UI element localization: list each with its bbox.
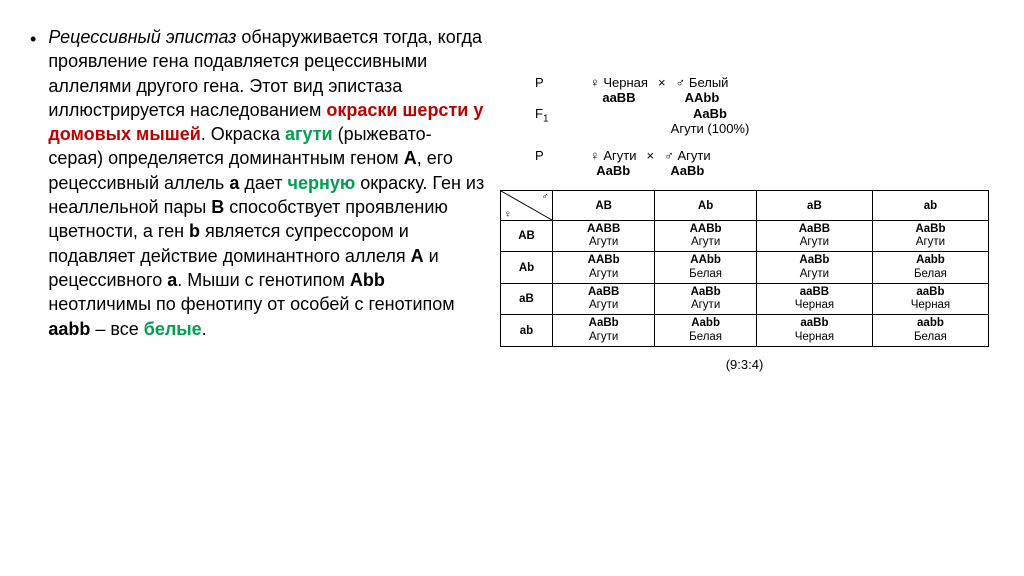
male-icon: ♂ <box>664 148 674 163</box>
cross1-parents: P ♀ Черная aaBB × ♂ Белый AAbb <box>535 75 989 105</box>
text-column: • Рецессивный эпистаз обнаруживается тог… <box>20 20 500 556</box>
phenotype-ratio: (9:3:4) <box>500 357 989 372</box>
cross-2: P ♀ Агути AaBb × ♂ Агути AaBb <box>535 148 989 178</box>
female-parent-2: ♀ Агути AaBb <box>590 148 637 178</box>
cross-icon: × <box>647 148 655 163</box>
punnett-cell: aaBBЧерная <box>756 283 872 314</box>
punnett-cell: AABBАгути <box>553 221 655 252</box>
row-header: ab <box>501 315 553 346</box>
diagram-column: P ♀ Черная aaBB × ♂ Белый AAbb F1 AaBb А… <box>500 20 989 556</box>
male-icon: ♂ <box>676 75 686 90</box>
cross-1: P ♀ Черная aaBB × ♂ Белый AAbb F1 AaBb А… <box>535 75 989 136</box>
punnett-cell: AabbБелая <box>872 252 988 283</box>
p-label: P <box>535 75 590 90</box>
punnett-cell: AaBbАгути <box>553 315 655 346</box>
punnett-cell: AABbАгути <box>655 221 757 252</box>
punnett-cell: AaBBАгути <box>756 221 872 252</box>
punnett-cell: AabbБелая <box>655 315 757 346</box>
f1-label: F1 <box>535 106 590 125</box>
punnett-cell: AaBbАгути <box>655 283 757 314</box>
col-header: ab <box>872 191 988 221</box>
row-header: aB <box>501 283 553 314</box>
cross1-f1: F1 AaBb Агути (100%) <box>535 106 989 136</box>
highlight-black: черную <box>288 173 356 193</box>
col-header: aB <box>756 191 872 221</box>
col-header: AB <box>553 191 655 221</box>
cross-icon: × <box>658 75 666 90</box>
punnett-cell: AAbbБелая <box>655 252 757 283</box>
male-parent: ♂ Белый AAbb <box>676 75 729 105</box>
highlight-white: белые <box>144 319 202 339</box>
female-parent: ♀ Черная aaBB <box>590 75 648 105</box>
term-epistasis: Рецессивный эпистаз <box>48 27 236 47</box>
col-header: Ab <box>655 191 757 221</box>
paragraph-body: Рецессивный эпистаз обнаруживается тогда… <box>48 25 485 341</box>
punnett-cell: AaBbАгути <box>756 252 872 283</box>
punnett-corner: ♀ ♂ <box>501 191 553 221</box>
punnett-cell: AaBBАгути <box>553 283 655 314</box>
punnett-cell: AABbАгути <box>553 252 655 283</box>
female-icon: ♀ <box>590 75 600 90</box>
male-icon: ♂ <box>542 191 550 202</box>
main-paragraph: • Рецессивный эпистаз обнаруживается тог… <box>20 25 485 341</box>
bullet-icon: • <box>30 27 36 341</box>
female-icon: ♀ <box>504 209 512 220</box>
female-icon: ♀ <box>590 148 600 163</box>
male-parent-2: ♂ Агути AaBb <box>664 148 711 178</box>
punnett-cell: AaBbАгути <box>872 221 988 252</box>
row-header: Ab <box>501 252 553 283</box>
cross2-parents: P ♀ Агути AaBb × ♂ Агути AaBb <box>535 148 989 178</box>
punnett-cell: aabbБелая <box>872 315 988 346</box>
punnett-cell: aaBbЧерная <box>756 315 872 346</box>
row-header: AB <box>501 221 553 252</box>
p-label-2: P <box>535 148 590 163</box>
highlight-agouti: агути <box>285 124 333 144</box>
punnett-cell: aaBbЧерная <box>872 283 988 314</box>
punnett-square: ♀ ♂ AB Ab aB ab ABAABBАгутиAABbАгутиAaBB… <box>500 190 989 347</box>
